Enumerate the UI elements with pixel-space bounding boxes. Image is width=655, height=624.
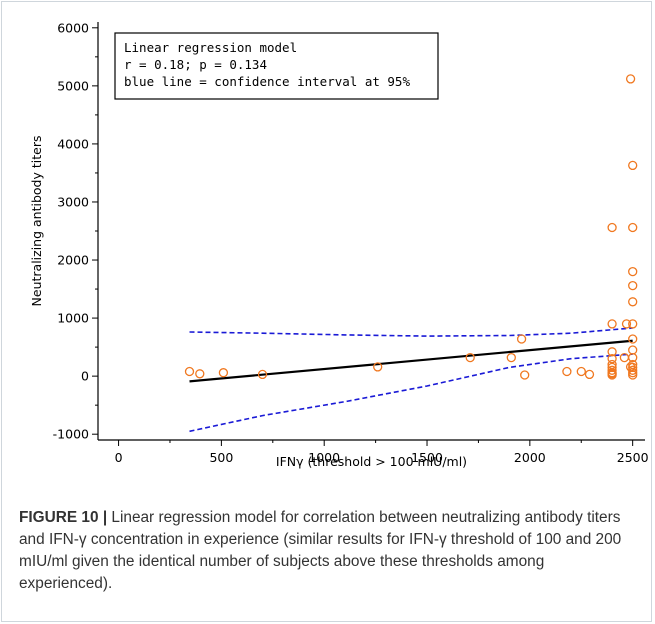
x-tick-label: 2000 [514, 450, 546, 465]
data-point [607, 222, 617, 233]
annotation-frame [114, 32, 439, 100]
regression-line-group [189, 339, 633, 383]
x-tick-label: 1000 [308, 450, 340, 465]
y-tick-label: 6000 [57, 20, 89, 35]
data-point [607, 354, 617, 364]
data-point [184, 366, 195, 377]
ci-upper-line [189, 327, 633, 337]
data-point [257, 369, 268, 380]
data-point [607, 365, 617, 375]
data-point [628, 266, 638, 277]
data-point [628, 160, 638, 171]
data-point [562, 366, 572, 377]
annotation-line: r = 0.18; p = 0.134 [124, 57, 267, 72]
data-point [628, 345, 638, 355]
data-point [576, 366, 586, 377]
caption-text: Linear regression model for correlation … [19, 509, 622, 592]
scatter-chart: -1000 0 1000 2000 3000 4000 5000 6000 0 500 1000 15… [29, 20, 649, 469]
axes: -1000 0 1000 2000 3000 4000 5000 6000 0 500 1000 15… [29, 20, 649, 469]
data-point [607, 370, 617, 380]
x-tick-label: 500 [209, 450, 233, 465]
annotation-box: Linear regression model r = 0.18; p = 0.1… [114, 32, 439, 100]
data-point [628, 334, 638, 344]
x-tick-label: 2500 [617, 450, 649, 465]
y-tick-label: -1000 [53, 427, 89, 442]
y-tick-label: 5000 [57, 78, 89, 93]
y-tick-label: 4000 [57, 136, 89, 151]
x-axis-title: IFNγ (threshold > 100 mlU/ml) [276, 454, 467, 469]
caption-label: FIGURE 10 | [19, 509, 108, 526]
data-point [628, 297, 638, 307]
y-tick-label: 0 [81, 369, 89, 384]
data-point [373, 362, 383, 372]
data-point [195, 369, 205, 379]
data-point [584, 369, 595, 380]
regression-line [189, 339, 633, 383]
data-point [628, 365, 638, 375]
annotation-line: Linear regression model [124, 40, 297, 55]
x-tick-label: 1500 [411, 450, 443, 465]
data-point [506, 352, 516, 363]
annotation-line: blue line = confidence interval at 95% [124, 74, 410, 89]
data-points [184, 74, 638, 380]
data-point [607, 319, 617, 329]
y-tick-label: 3000 [57, 194, 89, 209]
data-point [607, 347, 617, 357]
data-point [625, 74, 636, 84]
data-point [628, 352, 638, 363]
data-point [520, 370, 530, 380]
data-point [628, 370, 638, 380]
figure-caption: FIGURE 10 | Linear regression model for … [19, 507, 635, 595]
data-point [465, 352, 475, 363]
y-tick-label: 2000 [57, 253, 89, 268]
data-point [628, 222, 638, 233]
data-point [516, 334, 527, 344]
data-point [628, 319, 638, 329]
x-tick-label: 0 [115, 450, 123, 465]
y-tick-label: 1000 [57, 311, 89, 326]
ci-lower-line [189, 353, 633, 433]
data-point [628, 280, 638, 291]
data-point [218, 368, 229, 378]
data-point [621, 319, 632, 329]
confidence-interval-lines [189, 327, 633, 433]
y-axis-title: Neutralizing antibody titers [29, 136, 44, 307]
